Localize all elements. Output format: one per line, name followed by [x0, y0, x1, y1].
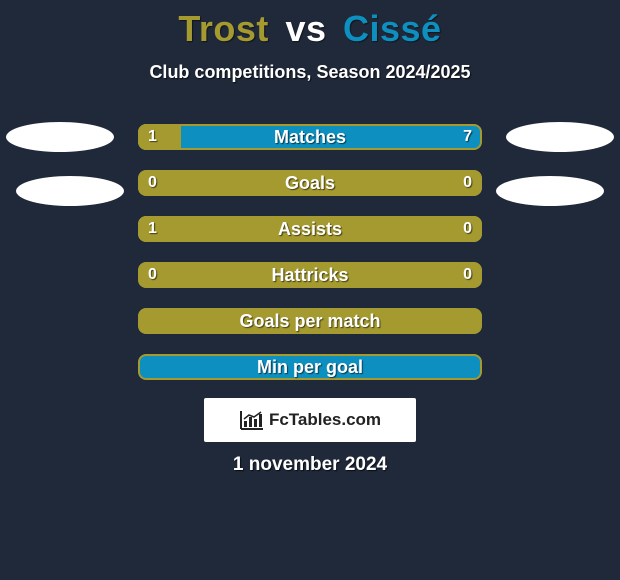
stat-row-mpg: Min per goal — [138, 354, 482, 380]
decoration-ellipse — [16, 176, 124, 206]
vs-label: vs — [285, 8, 326, 49]
logo: FcTables.com — [204, 398, 416, 442]
bar-fill-left — [138, 124, 181, 150]
bar-track — [138, 124, 482, 150]
stat-row-hattricks: 00Hattricks — [138, 262, 482, 288]
bar-fill-right — [399, 216, 482, 242]
logo-text: FcTables.com — [269, 410, 381, 430]
comparison-infographic: Trost vs Cissé Club competitions, Season… — [0, 0, 620, 580]
stat-row-gpm: Goals per match — [138, 308, 482, 334]
player2-name: Cissé — [343, 8, 442, 49]
date-label: 1 november 2024 — [0, 454, 620, 476]
stat-row-assists: 10Assists — [138, 216, 482, 242]
bar-track — [138, 308, 482, 334]
chart-icon — [239, 409, 265, 431]
bar-track — [138, 354, 482, 380]
stats-bars: 17Matches 00Goals 10Assists 00Hattricks Goal… — [138, 124, 482, 400]
stat-row-goals: 00Goals — [138, 170, 482, 196]
stat-row-matches: 17Matches — [138, 124, 482, 150]
player1-name: Trost — [178, 8, 269, 49]
bar-track — [138, 170, 482, 196]
decoration-ellipse — [6, 122, 114, 152]
subtitle: Club competitions, Season 2024/2025 — [0, 62, 620, 83]
bar-fill-left — [138, 216, 399, 242]
decoration-ellipse — [506, 122, 614, 152]
page-title: Trost vs Cissé — [0, 8, 620, 50]
decoration-ellipse — [496, 176, 604, 206]
bar-track — [138, 262, 482, 288]
